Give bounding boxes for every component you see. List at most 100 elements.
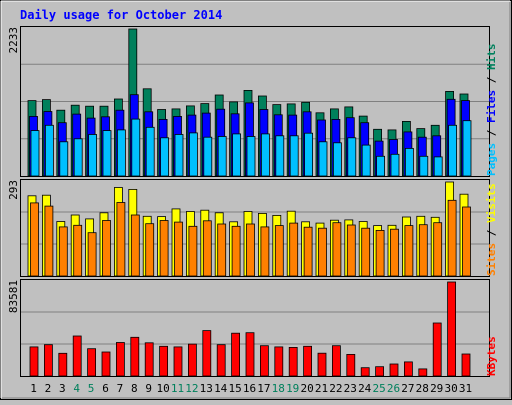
- pages-bar: [145, 126, 155, 177]
- sites-bar: [390, 228, 399, 277]
- pages-bar: [203, 136, 213, 177]
- sites-bar: [174, 221, 183, 277]
- pages-bar: [318, 141, 328, 177]
- sites-bar: [433, 222, 443, 277]
- pages-bar: [246, 136, 256, 177]
- x-tick-label: 27: [401, 382, 414, 395]
- pages-bar: [131, 118, 141, 177]
- sites-bar: [202, 220, 212, 277]
- x-tick-label: 23: [344, 382, 357, 395]
- sites-bar: [361, 227, 371, 277]
- sites-bar: [130, 214, 140, 277]
- kbytes-bar: [216, 344, 226, 377]
- pages-bar: [448, 124, 458, 177]
- x-tick-label: 16: [243, 382, 256, 395]
- sites-bar: [246, 223, 255, 277]
- sites-bar: [116, 202, 126, 277]
- pages-bar: [332, 142, 342, 177]
- kbytes-bar: [72, 335, 82, 377]
- kbytes-bar: [87, 348, 96, 377]
- kbytes-bar: [303, 345, 313, 377]
- x-tick-label: 24: [358, 382, 372, 395]
- sites-bar: [447, 199, 457, 277]
- pages-bar: [117, 129, 126, 177]
- kbytes-panel: [20, 279, 490, 377]
- x-tick-label: 13: [200, 382, 213, 395]
- x-tick-label: 10: [156, 382, 169, 395]
- kbytes-bar: [58, 352, 68, 377]
- kbytes-bar: [288, 346, 298, 377]
- pages-bar: [30, 130, 40, 177]
- kbytes-bar: [418, 368, 428, 377]
- visits-max-label: 293: [7, 180, 20, 200]
- pages-bar: [419, 155, 429, 177]
- legend-hits: Hits: [485, 44, 498, 71]
- sites-bar: [159, 220, 169, 277]
- sites-bar: [303, 226, 313, 277]
- kbytes-bar: [202, 330, 212, 377]
- sites-bar: [418, 224, 428, 277]
- sites-bar: [73, 224, 83, 277]
- legend-sites: Sites: [485, 243, 498, 276]
- kbytes-bar: [331, 345, 341, 377]
- kbytes-bar: [187, 343, 197, 377]
- kbytes-bar: [130, 336, 140, 377]
- kbytes-bar: [403, 361, 413, 377]
- x-tick-label: 15: [228, 382, 241, 395]
- sites-bar: [145, 223, 155, 277]
- sites-bar: [87, 232, 97, 277]
- kbytes-bar: [101, 351, 111, 377]
- x-tick-label: 31: [459, 382, 472, 395]
- x-tick-label: 3: [59, 382, 66, 395]
- x-tick-label: 12: [185, 382, 198, 395]
- x-axis-labels: 1 2 3 4 5 6 7 8 9 10 11 12 13 14 15 16 17 18 19 20 21 22 23 24 2…: [30, 382, 472, 395]
- legend-kbytes: KBytes: [485, 336, 498, 376]
- sites-bar: [332, 222, 342, 277]
- pages-bar: [102, 130, 112, 177]
- kbytes-bar: [144, 342, 154, 377]
- pages-bar: [275, 135, 285, 177]
- kbytes-bar: [44, 344, 53, 377]
- kbytes-bar: [116, 342, 125, 377]
- hits-max-label: 2233: [7, 27, 20, 54]
- top-legend: Pages / Files / Hits: [485, 44, 498, 177]
- x-tick-label: 26: [387, 382, 400, 395]
- x-tick-label: 22: [329, 382, 342, 395]
- pages-bar: [232, 133, 242, 177]
- chart-title: Daily usage for October 2014: [20, 8, 222, 22]
- sites-bar: [375, 229, 385, 277]
- kbytes-bar: [375, 366, 385, 377]
- sites-bar: [260, 226, 270, 277]
- pages-bar: [260, 133, 270, 177]
- kbytes-bar: [29, 346, 39, 377]
- x-tick-label: 29: [430, 382, 443, 395]
- sites-bar: [58, 226, 68, 277]
- pages-bar: [390, 153, 400, 177]
- kbytes-bar: [346, 353, 356, 377]
- kbytes-bar: [389, 363, 399, 377]
- pages-bar: [160, 137, 170, 177]
- sites-bar: [102, 220, 111, 277]
- legend-sep-2: /: [485, 76, 498, 83]
- pages-bar: [361, 144, 371, 177]
- pages-bar: [217, 136, 227, 177]
- x-tick-label: 7: [117, 382, 124, 395]
- sites-bar: [462, 206, 471, 277]
- sites-bar: [274, 225, 284, 277]
- x-tick-label: 4: [73, 382, 80, 395]
- x-tick-label: 17: [257, 382, 270, 395]
- kbytes-bar: [461, 353, 471, 377]
- x-tick-label: 9: [145, 382, 152, 395]
- kbytes-bar: [231, 332, 241, 377]
- x-tick-label: 6: [102, 382, 109, 395]
- legend-files: Files: [485, 90, 498, 123]
- kbytes-bar: [360, 367, 370, 377]
- x-tick-label: 20: [300, 382, 313, 395]
- x-tick-label: 11: [171, 382, 184, 395]
- x-tick-label: 19: [286, 382, 299, 395]
- kbytes-bar: [245, 332, 255, 377]
- pages-bar: [347, 137, 357, 177]
- kbytes-bar: [159, 345, 169, 377]
- x-tick-label: 21: [315, 382, 328, 395]
